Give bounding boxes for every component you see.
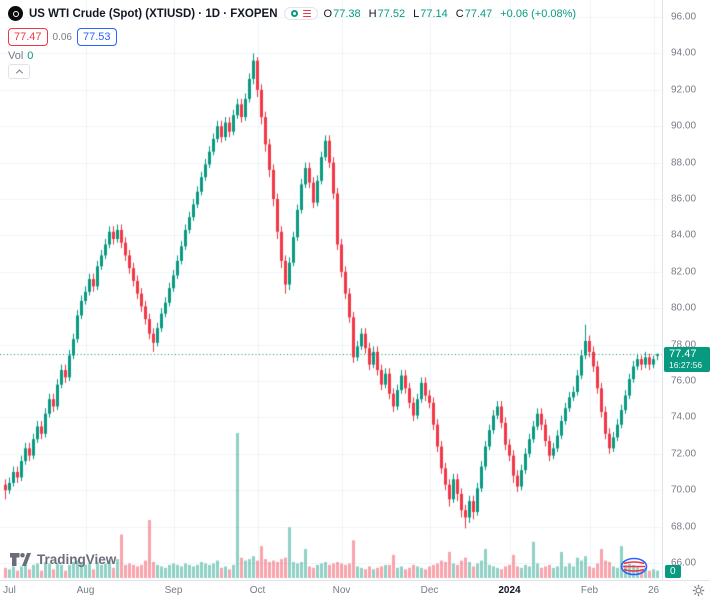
last-price-badge: 77.47 16:27:56 <box>664 347 710 373</box>
price-tick-label: 82.00 <box>671 266 697 278</box>
price-axis[interactable]: 77.47 16:27:56 0 96.00 94.00 92.00 90.00 88.… <box>662 0 710 580</box>
volume-value: 0 <box>27 50 34 62</box>
time-tick-label: Feb <box>580 585 599 596</box>
tradingview-brand-text: TradingView <box>37 552 117 567</box>
price-tick-label: 86.00 <box>671 193 697 205</box>
low-value: 77.14 <box>420 7 448 20</box>
time-axis[interactable]: Jul Aug Sep Oct Nov Dec 2024 Feb 26 <box>0 580 710 600</box>
open-label: O <box>323 7 333 20</box>
price-tick-label: 78.00 <box>671 339 697 351</box>
price-tick-label: 80.00 <box>671 302 697 314</box>
volume-label: Vol <box>8 50 24 62</box>
volume-legend[interactable]: Vol 0 <box>8 50 33 62</box>
list-icon[interactable] <box>302 9 311 18</box>
close-label: C <box>455 7 464 20</box>
price-tick-label: 74.00 <box>671 411 697 423</box>
collapse-legend-button[interactable] <box>8 64 30 79</box>
time-tick-label: 2024 <box>498 585 521 596</box>
spread-value: 0.06 <box>52 31 72 43</box>
trade-buttons-row: 77.47 0.06 77.53 <box>8 28 117 46</box>
sell-button[interactable]: 77.47 <box>8 28 48 46</box>
price-tick-label: 88.00 <box>671 157 697 169</box>
time-tick-label: Dec <box>420 585 439 596</box>
symbol-logo-icon <box>8 6 23 21</box>
price-tick-label: 96.00 <box>671 11 697 23</box>
close-value: 77.47 <box>464 7 493 20</box>
tradingview-attribution[interactable]: TradingView <box>10 552 116 567</box>
last-price-value: 77.47 <box>669 348 697 361</box>
time-tick-label: Jul <box>3 585 16 596</box>
price-tick-label: 84.00 <box>671 229 697 241</box>
symbol-header: US WTI Crude (Spot) (XTIUSD) · 1D · FXOP… <box>8 6 576 21</box>
buy-button[interactable]: 77.53 <box>77 28 117 46</box>
volume-axis-badge: 0 <box>665 565 681 578</box>
price-tick-label: 90.00 <box>671 120 697 132</box>
marker-dot-icon[interactable] <box>290 10 298 17</box>
high-value: 77.52 <box>377 7 406 20</box>
symbol-quick-actions[interactable] <box>283 6 318 21</box>
axis-settings-gear-icon[interactable] <box>692 584 705 597</box>
price-tick-label: 68.00 <box>671 521 697 533</box>
change-value: +0.06 (+0.08%) <box>500 7 577 20</box>
price-tick-label: 70.00 <box>671 484 697 496</box>
time-tick-label: 26 <box>647 585 660 596</box>
time-tick-label: Aug <box>76 585 95 596</box>
high-label: H <box>368 7 377 20</box>
price-tick-label: 94.00 <box>671 47 697 59</box>
candlestick-chart-canvas[interactable] <box>0 0 662 580</box>
bar-countdown: 16:27:56 <box>669 360 703 371</box>
symbol-title[interactable]: US WTI Crude (Spot) (XTIUSD) · 1D · FXOP… <box>29 7 278 20</box>
time-tick-label: Oct <box>249 585 266 596</box>
time-tick-label: Sep <box>164 585 183 596</box>
price-tick-label: 92.00 <box>671 84 697 96</box>
chevron-up-icon <box>15 69 23 77</box>
price-tick-label: 66.00 <box>671 557 697 569</box>
open-value: 77.38 <box>333 7 361 20</box>
fxopen-logo-icon <box>620 557 648 576</box>
time-tick-label: Nov <box>332 585 351 596</box>
tradingview-logo-icon <box>10 553 31 566</box>
ohlc-readout: O 77.38 H 77.52 L 77.14 C 77.47 +0.06 (+0.08… <box>324 8 577 20</box>
low-label: L <box>413 7 420 20</box>
price-tick-label: 76.00 <box>671 375 697 387</box>
price-tick-label: 72.00 <box>671 448 697 460</box>
fxopen-broker-logo[interactable] <box>620 557 648 581</box>
